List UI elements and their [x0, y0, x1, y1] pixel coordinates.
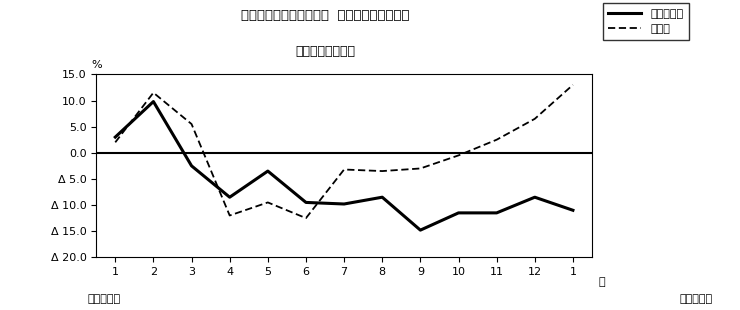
- Legend: 調査産業計, 製造業: 調査産業計, 製造業: [602, 3, 689, 40]
- Text: 平成２３年: 平成２３年: [87, 294, 120, 304]
- Text: 平成２４年: 平成２４年: [679, 294, 712, 304]
- Text: %: %: [91, 60, 101, 70]
- Text: 第２図　所定外労働時間  対前年同月比の推移: 第２図 所定外労働時間 対前年同月比の推移: [241, 9, 410, 22]
- Text: 月: 月: [599, 277, 605, 287]
- Text: （規模５人以上）: （規模５人以上）: [295, 45, 356, 58]
